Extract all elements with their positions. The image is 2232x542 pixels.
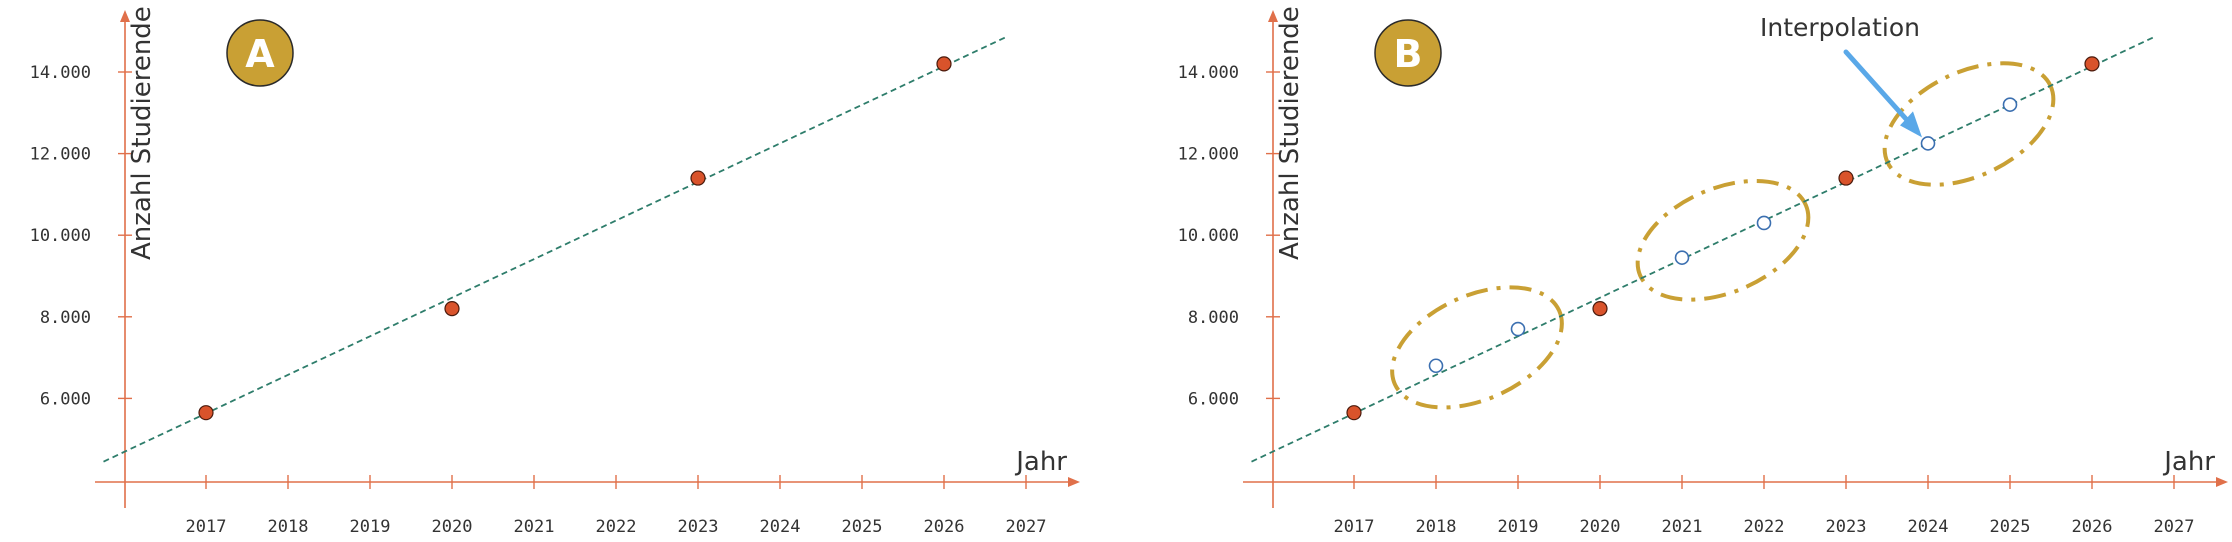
panel-badge-label: A: [245, 32, 275, 76]
interpolation-annotation: Interpolation: [1760, 13, 1920, 42]
y-tick-label: 12.000: [30, 145, 91, 165]
x-axis-arrow: [1068, 477, 1080, 487]
x-axis-arrow: [2216, 477, 2228, 487]
y-axis-title: Anzahl Studierende: [127, 6, 157, 260]
data-point-measured: [1346, 405, 1362, 421]
x-tick-label: 2025: [842, 517, 883, 537]
data-point-interpolated: [1920, 136, 1936, 151]
data-point-interpolated: [1510, 321, 1526, 337]
y-axis-arrow: [1268, 10, 1278, 22]
x-tick-label: 2027: [2154, 517, 2195, 537]
data-point-measured: [198, 405, 214, 421]
panel-badge-label: B: [1394, 32, 1423, 76]
x-tick-label: 2026: [924, 517, 965, 537]
y-tick-label: 6.000: [40, 389, 91, 409]
x-tick-label: 2017: [186, 517, 227, 537]
x-tick-label: 2017: [1334, 517, 1375, 537]
data-point-interpolated: [2002, 97, 2018, 112]
x-tick-label: 2019: [350, 517, 391, 537]
x-tick-label: 2018: [1416, 517, 1457, 537]
x-tick-label: 2021: [1662, 517, 1703, 537]
data-point-measured: [444, 301, 460, 317]
data-point-measured: [2084, 56, 2100, 72]
data-point-interpolated: [1756, 215, 1772, 231]
data-point-interpolated: [1674, 250, 1690, 265]
panel-badge: [1374, 19, 1442, 87]
chart-panel-a: 6.000 8.000 10.000 12.000 14.000 2017 2018 2019…: [30, 6, 1080, 537]
x-tick-label: 2020: [432, 517, 473, 537]
interpolation-highlight-ellipse: [1635, 178, 1811, 302]
x-tick-label: 2021: [514, 517, 555, 537]
x-axis-title: Jahr: [2162, 447, 2215, 477]
x-tick-label: 2019: [1498, 517, 1539, 537]
annotation-arrow-shaft: [1843, 49, 1913, 126]
annotation-arrow-head: [1900, 111, 1922, 138]
data-point-interpolated: [1428, 358, 1444, 374]
y-tick-label: 14.000: [1178, 63, 1239, 83]
trend-line: [1251, 36, 2154, 463]
trend-line: [103, 36, 1006, 463]
y-tick-label: 10.000: [1178, 226, 1239, 246]
x-axis-title: Jahr: [1014, 447, 1067, 477]
y-tick-label: 14.000: [30, 63, 91, 83]
x-tick-label: 2024: [1908, 517, 1949, 537]
y-tick-label: 6.000: [1188, 389, 1239, 409]
x-tick-label: 2024: [760, 517, 801, 537]
y-tick-label: 8.000: [40, 308, 91, 328]
panel-badge: [226, 19, 294, 87]
y-axis-title: Anzahl Studierende: [1275, 6, 1305, 260]
interpolation-highlight-ellipse: [1390, 285, 1564, 410]
y-axis-arrow: [120, 10, 130, 22]
data-point-measured: [1592, 301, 1608, 317]
y-tick-label: 8.000: [1188, 308, 1239, 328]
x-tick-label: 2022: [1744, 517, 1785, 537]
x-tick-label: 2027: [1006, 517, 1047, 537]
data-point-measured: [936, 56, 952, 72]
x-tick-label: 2026: [2072, 517, 2113, 537]
y-tick-label: 10.000: [30, 226, 91, 246]
x-tick-label: 2022: [596, 517, 637, 537]
x-tick-label: 2025: [1990, 517, 2031, 537]
data-point-measured: [1838, 170, 1854, 186]
x-tick-label: 2020: [1580, 517, 1621, 537]
data-point-measured: [690, 170, 706, 186]
chart-panel-b: 6.000 8.000 10.000 12.000 14.000 2017 2018 2019…: [1178, 6, 2228, 537]
x-tick-label: 2018: [268, 517, 309, 537]
y-tick-label: 12.000: [1178, 145, 1239, 165]
x-tick-label: 2023: [678, 517, 719, 537]
x-tick-label: 2023: [1826, 517, 1867, 537]
